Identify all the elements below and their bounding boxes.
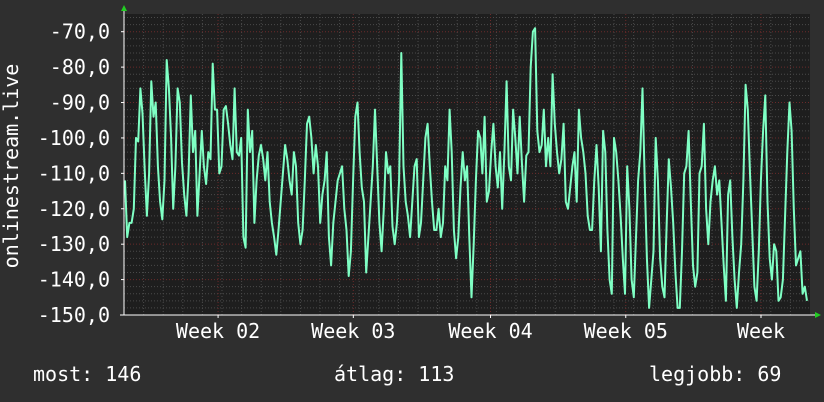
y-tick-label: -70,0 [50, 20, 110, 44]
x-tick-label: Week 03 [311, 319, 395, 343]
stat-best: legjobb: 69 [649, 362, 782, 386]
y-tick-labels: -70,0 -80,0 -90,0 -100,0 -110,0 -120,0 -130,0 -… [38, 20, 110, 327]
x-tick-labels: Week 02 Week 03 Week 04 Week 05 Week [176, 319, 785, 343]
y-tick-label: -110,0 [38, 161, 110, 185]
y-tick-label: -90,0 [50, 91, 110, 115]
plot-area [124, 14, 810, 315]
y-axis-label: onlinestream.live [0, 64, 23, 269]
y-tick-label: -120,0 [38, 197, 110, 221]
stat-current: most: 146 [33, 362, 142, 386]
x-axis-arrow [815, 312, 821, 318]
x-tick-label: Week 02 [176, 319, 260, 343]
stat-average: átlag: 113 [334, 362, 455, 386]
y-tick-label: -150,0 [38, 303, 110, 327]
axes [120, 5, 821, 318]
y-axis-arrow [121, 5, 127, 11]
x-tick-label: Week 05 [584, 319, 668, 343]
y-tick-label: -130,0 [38, 232, 110, 256]
y-tick-label: -140,0 [38, 268, 110, 292]
x-tick-label: Week [737, 319, 785, 343]
x-tick-label: Week 04 [448, 319, 532, 343]
series-line [124, 27, 808, 309]
y-tick-label: -80,0 [50, 55, 110, 79]
y-tick-label: -100,0 [38, 126, 110, 150]
